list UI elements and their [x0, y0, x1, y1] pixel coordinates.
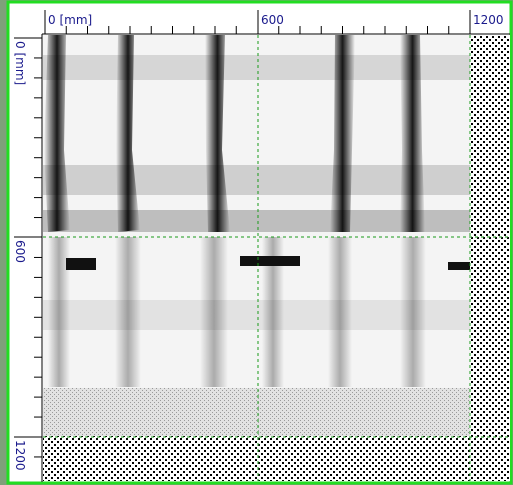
top-ruler-label: 0 [mm] [48, 13, 92, 27]
left-ruler-label: 600 [13, 240, 27, 263]
scan-viewer: 0 [mm] 600 1200 0 [mm] 600 1200 [0, 0, 513, 485]
left-ruler-label: 1200 [13, 440, 27, 471]
page: 0 [mm] 600 1200 0 [mm] 600 1200 [0, 0, 513, 485]
top-ruler-label: 1200 [473, 13, 504, 27]
left-ruler-label: 0 [mm] [13, 41, 27, 85]
top-ruler-label: 600 [261, 13, 284, 27]
scan-image [43, 35, 510, 481]
